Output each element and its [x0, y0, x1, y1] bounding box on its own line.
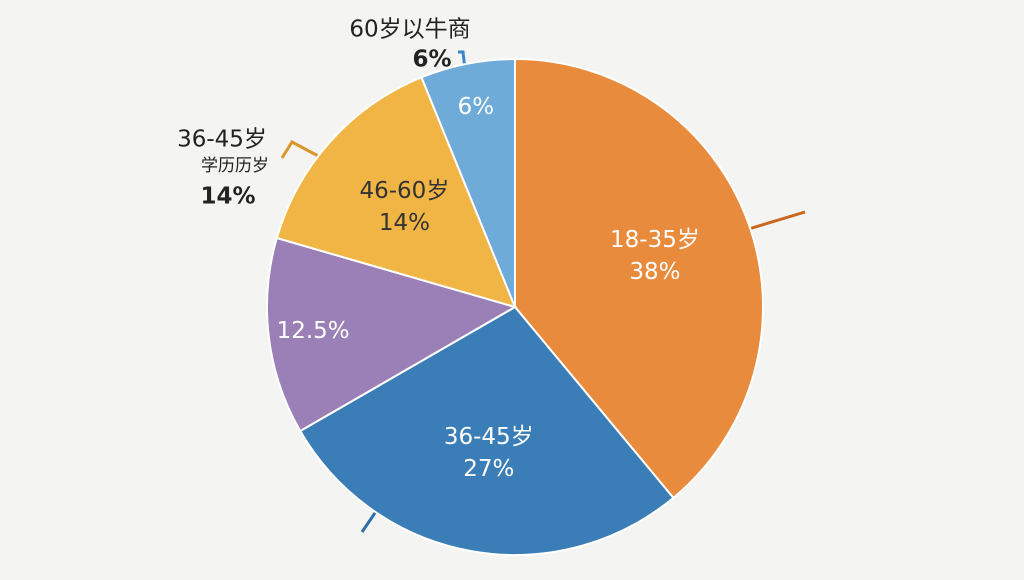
value-label: 14% — [379, 210, 430, 236]
pie-slice — [514, 57, 764, 500]
pie-slice — [420, 57, 516, 308]
slice-label: 36-45岁 — [444, 424, 534, 450]
value-label: 6% — [458, 94, 495, 120]
annotation: 学历历岁 — [201, 156, 269, 176]
value-label: 38% — [629, 259, 680, 285]
value-label: 27% — [463, 456, 514, 482]
pie-slice — [298, 305, 675, 556]
value-label: 12.5% — [277, 318, 350, 344]
pie-slice — [275, 76, 517, 309]
annotation: 14% — [200, 184, 255, 210]
slice-label: 46-60岁 — [359, 178, 449, 204]
annotation: 60岁以牛商 — [349, 17, 470, 43]
pie-slice — [266, 236, 518, 433]
pie: 18-35岁 38% 36-45岁 27% 12.5% 46-60岁 14% 6% — [266, 57, 764, 556]
leader-line — [280, 140, 323, 160]
annotation: 6% — [412, 47, 451, 73]
annotation: 36-45岁 — [177, 127, 267, 153]
slice-label: 18-35岁 — [610, 227, 700, 253]
